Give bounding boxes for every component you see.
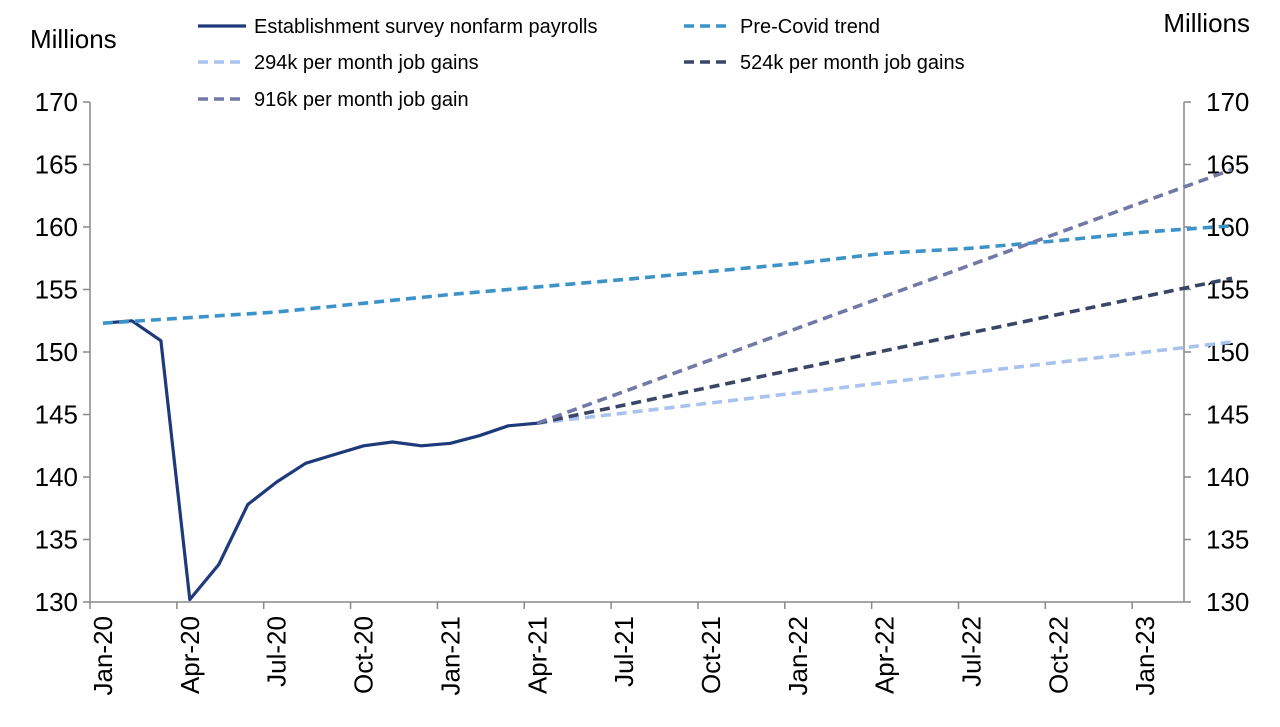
y-tick-label-right: 130 [1206, 587, 1249, 617]
y-tick-label-left: 140 [35, 462, 78, 492]
legend-label-3: 294k per month job gains [254, 52, 479, 74]
y-axis-left-unit: Millions [30, 24, 117, 54]
x-tick-label: Apr-21 [522, 616, 552, 694]
x-tick-label: Jan-22 [783, 616, 813, 696]
legend-label-4: 524k per month job gains [740, 52, 965, 74]
x-axis-ticks: Jan-20 Apr-20 Jul-20 Oct-20 Jan-21 Apr-21 Jul-… [88, 602, 1160, 696]
x-tick-label: Apr-22 [870, 616, 900, 694]
y-tick-label-left: 155 [35, 275, 78, 305]
x-tick-label: Jul-21 [609, 616, 639, 687]
legend-label-5: 916k per month job gain [254, 89, 469, 111]
series-line-4 [536, 276, 1233, 425]
y-tick-label-right: 145 [1206, 400, 1249, 430]
series-line-2 [102, 224, 1233, 325]
legend-label-1: Establishment survey nonfarm payrolls [254, 16, 597, 38]
y-tick-label-right: 140 [1206, 462, 1249, 492]
y-axis-left-ticks: 130 135 140 145 150 155 160 165 170 [35, 87, 90, 617]
legend: Establishment survey nonfarm payrolls Pre… [198, 16, 965, 111]
y-tick-label-right: 165 [1206, 150, 1249, 180]
y-axis-right-unit: Millions [1163, 8, 1250, 38]
x-tick-label: Jan-20 [88, 616, 118, 696]
series-lines [102, 167, 1233, 602]
x-tick-label: Jan-21 [435, 616, 465, 696]
x-tick-label: Oct-22 [1043, 616, 1073, 694]
x-tick-label: Oct-21 [696, 616, 726, 694]
y-tick-label-left: 160 [35, 212, 78, 242]
y-tick-label-left: 145 [35, 400, 78, 430]
x-tick-label: Apr-20 [175, 616, 205, 694]
y-tick-label-left: 135 [35, 525, 78, 555]
series-line-1 [102, 319, 538, 602]
x-tick-label: Jul-20 [262, 616, 292, 687]
legend-label-2: Pre-Covid trend [740, 16, 880, 38]
x-tick-label: Oct-20 [349, 616, 379, 694]
x-tick-label: Jan-23 [1130, 616, 1160, 696]
y-tick-label-left: 170 [35, 87, 78, 117]
series-line-3 [537, 340, 1233, 425]
y-tick-label-left: 150 [35, 337, 78, 367]
axes [89, 102, 1185, 603]
y-tick-label-left: 165 [35, 150, 78, 180]
y-tick-label-right: 135 [1206, 525, 1249, 555]
y-tick-label-right: 170 [1206, 87, 1249, 117]
series-line-5 [536, 167, 1233, 425]
y-tick-label-left: 130 [35, 587, 78, 617]
x-tick-label: Jul-22 [957, 616, 987, 687]
